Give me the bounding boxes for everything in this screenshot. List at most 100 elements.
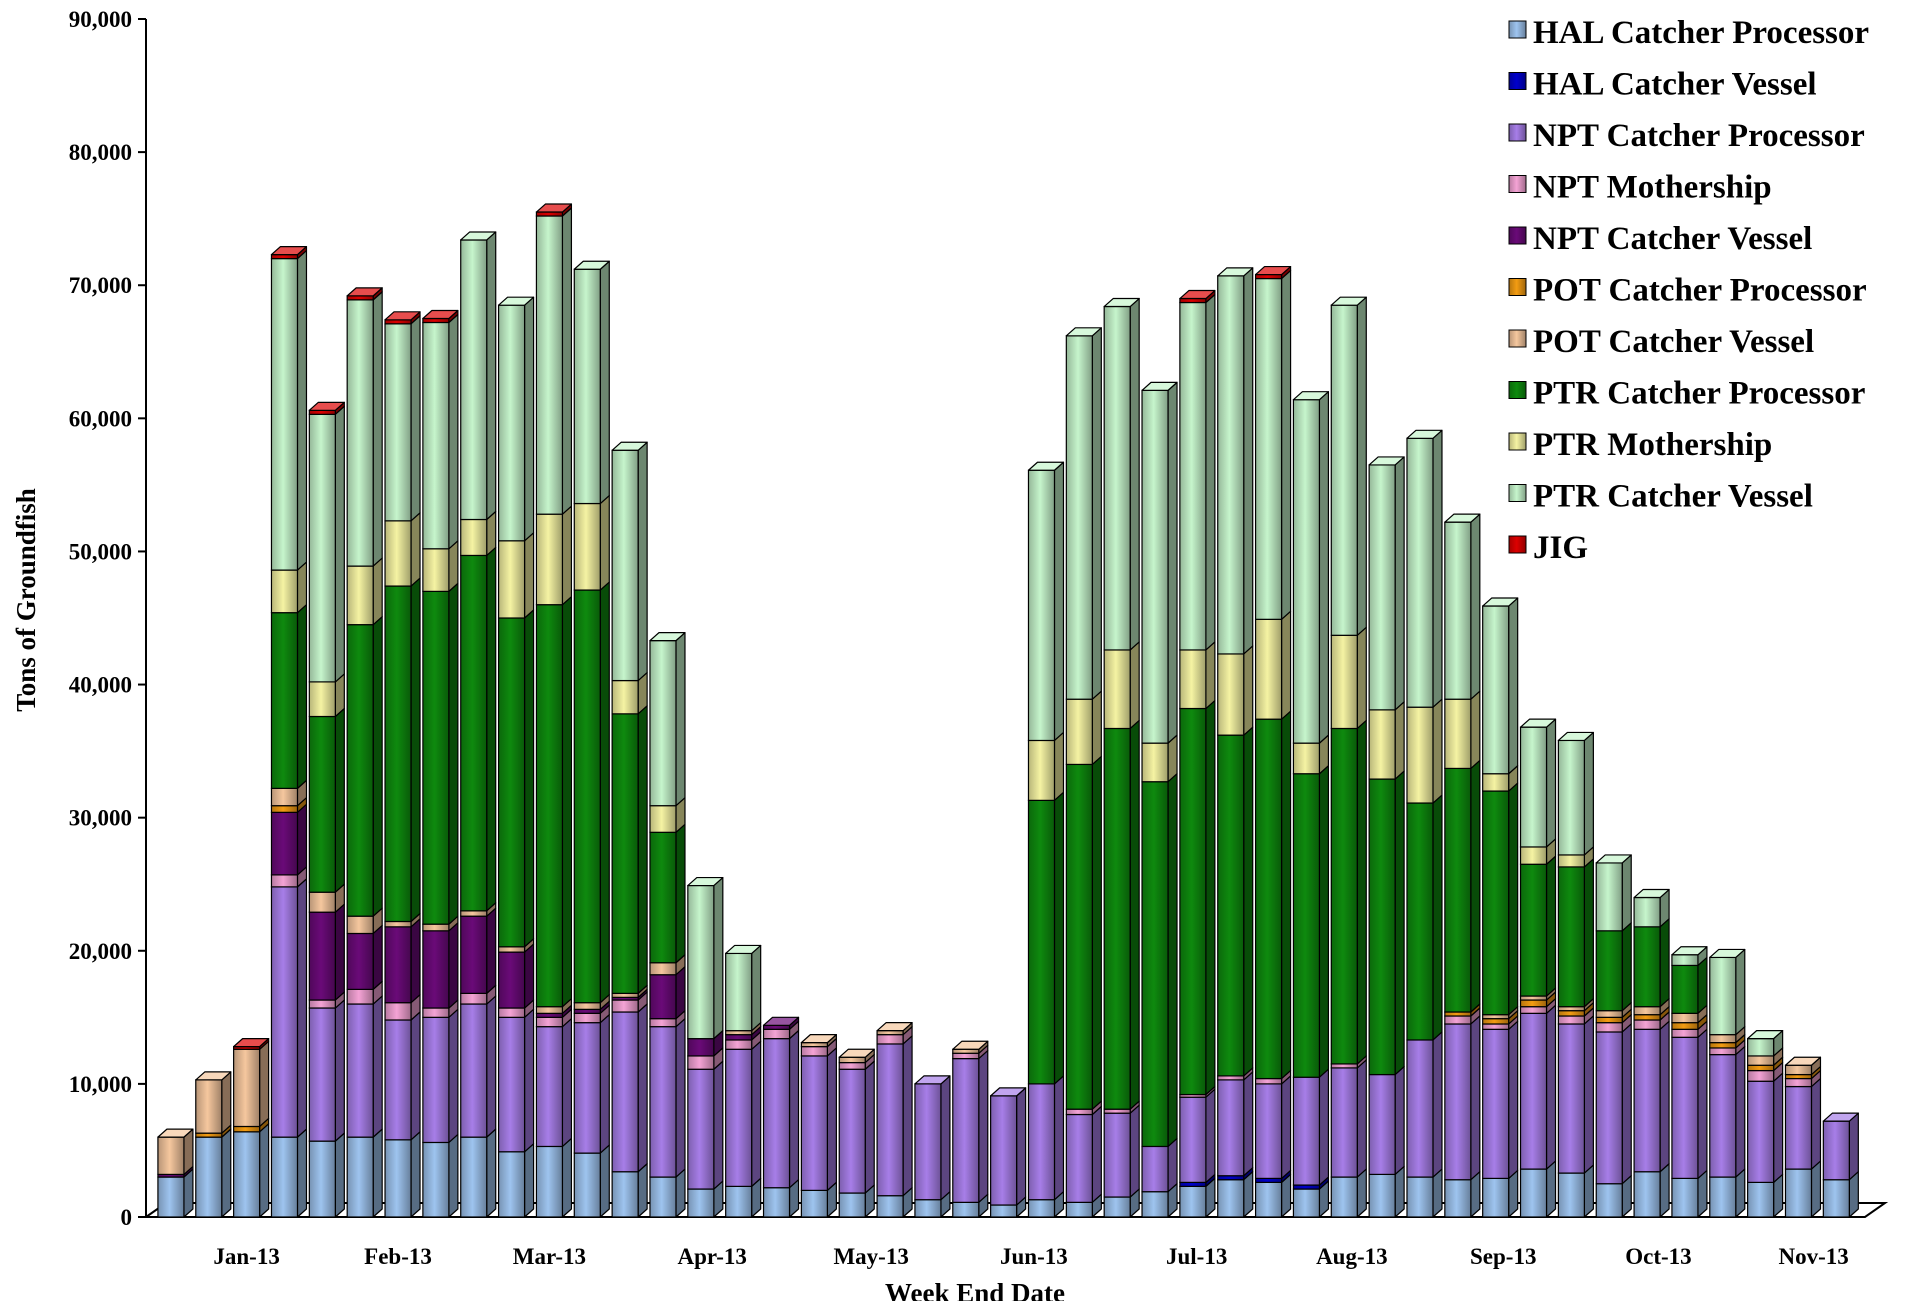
x-tick-label: Aug-13 [1316, 1244, 1388, 1269]
bar-segment [1557, 858, 1594, 1008]
x-tick-label: Oct-13 [1625, 1244, 1691, 1269]
bar-segment [422, 582, 459, 925]
bar-stack [460, 231, 497, 1218]
bar-stack [1557, 731, 1594, 1218]
bar-top [838, 1048, 875, 1058]
bar-segment [1595, 854, 1632, 932]
bar-segment [1330, 719, 1367, 1065]
bar-segment [1254, 1173, 1292, 1218]
bar-segment [876, 1035, 913, 1197]
bar-top [1292, 391, 1330, 401]
bar-top [497, 296, 535, 306]
bar-top [308, 401, 345, 411]
bar-segment [157, 1128, 194, 1176]
bar-top [952, 1040, 989, 1050]
bar-segment [497, 609, 535, 948]
bar-stack [573, 260, 610, 1218]
x-tick-label: May-13 [833, 1244, 908, 1269]
bar-stack [800, 1034, 837, 1218]
bar-top [990, 1087, 1027, 1097]
bar-segment [725, 1040, 762, 1187]
bar-segment [1292, 391, 1330, 744]
bar-stack [270, 246, 308, 1218]
y-axis-title: Tons of Groundfish [11, 488, 41, 712]
bar-segment [270, 1128, 308, 1218]
bar-segment [384, 315, 421, 522]
bar-segment [346, 995, 383, 1138]
y-tick-label: 20,000 [69, 939, 132, 964]
bar-stack [384, 311, 421, 1218]
x-tick-label: Mar-13 [513, 1244, 586, 1269]
bar-stack [1747, 1030, 1784, 1218]
bar-stack [1519, 718, 1557, 1218]
legend-label: POT Catcher Processor [1533, 273, 1867, 309]
bar-segment [1254, 1075, 1292, 1179]
bar-stack [195, 1071, 232, 1218]
bar-top [1822, 1112, 1859, 1122]
bar-segment [611, 441, 648, 682]
bar-stack [1065, 327, 1102, 1218]
bar-segment [1444, 690, 1481, 770]
bar-segment [1330, 296, 1367, 636]
bar-segment [346, 1128, 383, 1218]
bar-top [1482, 597, 1519, 607]
bar-segment [1330, 1168, 1367, 1218]
bar-segment [1179, 641, 1216, 710]
bar-segment [1330, 1059, 1367, 1178]
bar-segment [1709, 948, 1746, 1036]
bar-segment [460, 1128, 497, 1218]
bar-segment [1368, 701, 1405, 780]
legend-label: PTR Catcher Processor [1533, 376, 1865, 412]
bar-top [687, 876, 724, 887]
bar-segment [233, 1123, 270, 1218]
bar-segment [1671, 1169, 1708, 1218]
bar-segment [1179, 1088, 1216, 1183]
bar-segment [308, 707, 345, 893]
bar-top [1519, 718, 1557, 728]
bar-segment [611, 984, 648, 998]
x-tick-label: Jul-13 [1166, 1244, 1227, 1269]
bar-segment [1406, 429, 1443, 708]
bar-segment [535, 1004, 573, 1018]
legend-swatch [1508, 329, 1527, 348]
x-axis-labels: Jan-13 Feb-13 Mar-13 Apr-13 May-13 Jun-13 Jul-… [213, 1244, 1848, 1269]
bar-stack [1330, 296, 1367, 1218]
bar-segment [1595, 922, 1632, 1012]
bar-segment [1141, 381, 1178, 744]
bar-stack [990, 1087, 1027, 1218]
bar-segment [195, 1071, 232, 1134]
bar-segment [1330, 626, 1367, 730]
bar-segment [1027, 731, 1065, 801]
bar-segment [270, 878, 308, 1138]
bar-stack [1633, 888, 1670, 1218]
bar-top [762, 1016, 800, 1026]
bar-segment [308, 883, 345, 913]
bar-stack [725, 944, 762, 1218]
legend-item: NPT Mothership [1508, 170, 1772, 206]
legend-swatch [1508, 226, 1527, 245]
bar-stack [1254, 265, 1292, 1218]
bar-top [1065, 327, 1102, 337]
legend-item: JIG [1508, 530, 1588, 566]
bar-top [233, 1038, 270, 1048]
bar-stack [1406, 429, 1443, 1218]
bar-stack [914, 1075, 951, 1218]
bar-top [1027, 461, 1065, 471]
bar-segment [1557, 1164, 1594, 1218]
bar-segment [1406, 794, 1443, 1041]
bar-segment [308, 1132, 345, 1218]
bar-segment [460, 510, 497, 557]
bar-segment [384, 577, 421, 923]
bar-stack [1482, 597, 1519, 1218]
bar-top [1179, 289, 1216, 300]
bar-segment [611, 1163, 648, 1218]
bar-segment [952, 1049, 989, 1203]
bar-stack [876, 1022, 913, 1218]
bar-top [384, 311, 421, 321]
bar-stack [1822, 1112, 1859, 1218]
bar-segment [497, 296, 535, 542]
bar-segment [800, 1047, 837, 1191]
legend-label: NPT Catcher Vessel [1533, 221, 1812, 257]
bar-top [1406, 429, 1443, 439]
